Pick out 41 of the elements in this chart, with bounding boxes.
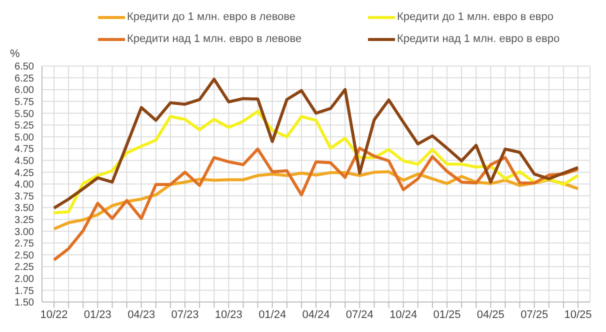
x-tick-label: 04/25 [476, 308, 504, 321]
x-tick-label: 10/25 [564, 308, 592, 321]
legend-label: Кредити до 1 млн. евро в евро [397, 11, 554, 23]
y-tick-label: 4.25 [14, 168, 34, 179]
legend-label: Кредити над 1 млн. евро в левове [127, 33, 302, 45]
y-tick-label: 2.00 [14, 274, 34, 285]
y-axis-title: % [9, 48, 21, 60]
y-tick-label: 4.50 [14, 156, 34, 167]
y-tick-label: 1.75 [14, 286, 34, 297]
x-tick-label: 04/23 [128, 308, 156, 321]
x-tick-label: 01/23 [84, 308, 112, 321]
x-tick-label: 10/23 [214, 308, 242, 321]
y-tick-label: 4.75 [14, 144, 34, 156]
y-tick-label: 5.75 [14, 96, 34, 108]
x-tick-label: 10/22 [40, 308, 68, 321]
x-tick-label: 01/24 [258, 308, 286, 321]
y-tick-label: 6.50 [14, 62, 34, 73]
x-tick-label: 10/24 [390, 308, 418, 321]
legend-label: Кредити над 1 млн. евро в евро [397, 33, 560, 45]
y-tick-label: 2.75 [14, 238, 34, 250]
x-tick-label: 07/25 [520, 308, 548, 321]
y-tick-label: 3.75 [14, 191, 34, 202]
y-tick-label: 3.00 [14, 226, 34, 238]
legend-label: Кредити до 1 млн. евро в левове [127, 11, 296, 23]
x-tick-label: 01/25 [433, 308, 461, 321]
y-tick-label: 5.50 [14, 108, 34, 120]
y-tick-label: 3.25 [14, 214, 34, 226]
x-tick-label: 07/23 [171, 308, 199, 321]
y-tick-label: 6.00 [14, 85, 34, 96]
line-series [52, 78, 580, 210]
x-tick-label: 07/24 [346, 308, 374, 321]
y-tick-label: 5.25 [14, 120, 34, 132]
y-tick-label: 5.00 [14, 132, 34, 144]
y-tick-label: 3.50 [14, 203, 34, 214]
y-tick-label: 1.50 [14, 298, 34, 309]
y-tick-label: 6.25 [14, 73, 34, 84]
y-tick-label: 2.25 [14, 262, 34, 274]
line-series [52, 146, 580, 262]
y-tick-label: 2.50 [14, 250, 34, 262]
x-tick-label: 04/24 [302, 308, 330, 321]
y-tick-label: 4.00 [14, 180, 34, 191]
